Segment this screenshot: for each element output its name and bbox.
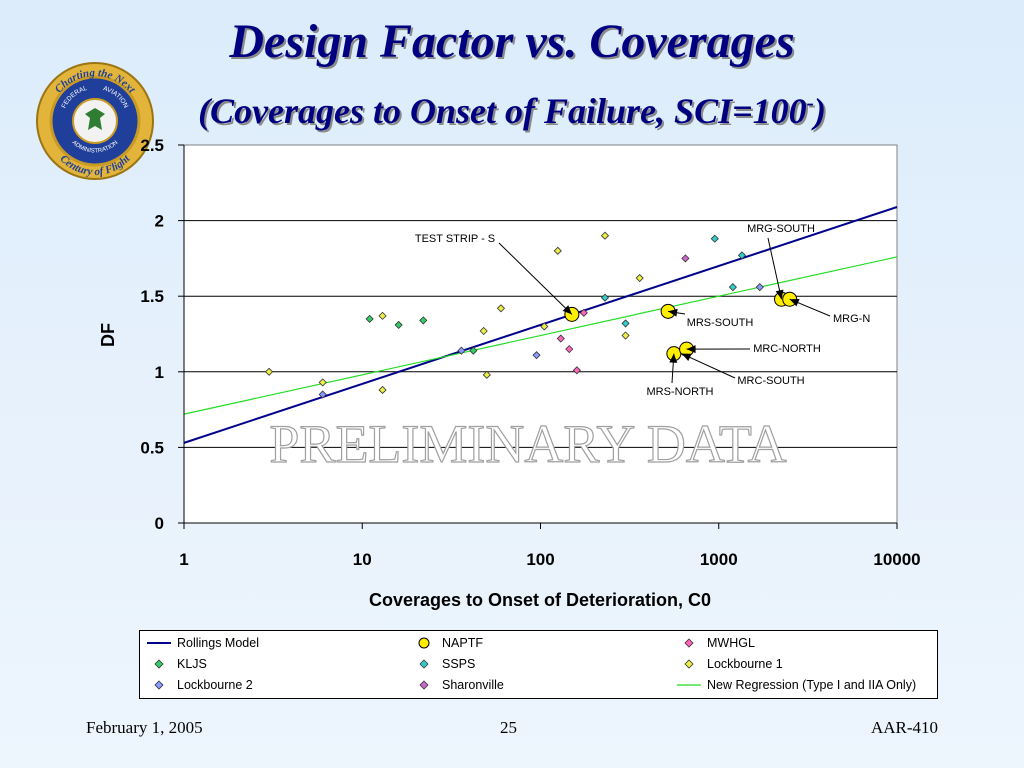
legend: Rollings Model NAPTF MWHGL KLJS SSPS Lockbour… bbox=[139, 630, 938, 699]
legend-label: Sharonville bbox=[442, 678, 504, 692]
watermark: PRELIMINARY DATA bbox=[269, 414, 786, 474]
annotation-label: MRC-SOUTH bbox=[737, 375, 804, 387]
faa-seal-logo: Charting the Next Century of Flight FEDE… bbox=[36, 62, 154, 180]
x-tick-label: 10000 bbox=[873, 550, 920, 569]
point-kljs bbox=[469, 346, 478, 355]
page-subtitle: (Coverages to Onset of Failure, SCI=100-… bbox=[0, 90, 1024, 132]
y-tick-label: 2.5 bbox=[140, 136, 164, 155]
point-sharonville bbox=[681, 254, 690, 263]
point-kljs bbox=[365, 314, 374, 323]
annotation-arrowhead bbox=[668, 308, 678, 317]
footer-office: AAR-410 bbox=[870, 718, 938, 737]
point-ssps bbox=[710, 234, 719, 243]
legend-key-lockbourne-1 bbox=[684, 659, 694, 669]
legend-label: KLJS bbox=[177, 657, 207, 671]
annotation-arrowhead bbox=[775, 289, 784, 300]
legend-key-mwhgl bbox=[684, 638, 694, 648]
point-kljs bbox=[419, 316, 428, 325]
x-tick-label: 1 bbox=[179, 550, 188, 569]
y-tick-label: 2 bbox=[155, 212, 164, 231]
annotation-label: MRG-N bbox=[833, 313, 870, 325]
legend-key-new-regression-type-i-and-iia-only bbox=[677, 684, 701, 686]
legend-label: Lockbourne 1 bbox=[707, 657, 783, 671]
point-ssps bbox=[728, 283, 737, 292]
subtitle-close: ) bbox=[813, 91, 826, 131]
x-tick-label: 10 bbox=[353, 550, 372, 569]
x-tick-label: 100 bbox=[526, 550, 554, 569]
legend-key-ssps bbox=[419, 659, 429, 669]
point-lockbourne-1 bbox=[621, 331, 630, 340]
y-tick-label: 0 bbox=[155, 514, 164, 533]
legend-key-naptf bbox=[418, 637, 430, 649]
point-lockbourne-1 bbox=[378, 385, 387, 395]
point-ssps bbox=[600, 293, 610, 302]
annotation-leader bbox=[767, 237, 783, 300]
annotation-label: TEST STRIP - S bbox=[415, 233, 495, 245]
point-ssps bbox=[621, 319, 630, 328]
y-axis-label: DF bbox=[98, 323, 118, 347]
point-lockbourne-2 bbox=[755, 283, 764, 292]
point-lockbourne-1 bbox=[635, 273, 644, 283]
line-rollings-model bbox=[183, 206, 898, 444]
annotations: TEST STRIP - S MRS-SOUTH MRS-NORTH MRC-NORT… bbox=[415, 223, 870, 398]
legend-key-rollings-model bbox=[147, 642, 171, 644]
point-mwhgl bbox=[572, 366, 581, 375]
point-lockbourne-1 bbox=[496, 304, 506, 313]
legend-key-lockbourne-2 bbox=[154, 680, 164, 690]
annotation-label: MRG-SOUTH bbox=[747, 223, 815, 235]
point-lockbourne-1 bbox=[540, 322, 549, 331]
point-lockbourne-2 bbox=[457, 346, 466, 355]
legend-key-kljs bbox=[154, 659, 164, 669]
annotation-leader bbox=[498, 242, 573, 315]
point-lockbourne-2 bbox=[532, 351, 541, 360]
legend-label: MWHGL bbox=[707, 636, 755, 650]
y-tick-label: 1 bbox=[155, 363, 164, 382]
point-lockbourne-1 bbox=[553, 246, 562, 255]
annotation-arrowhead bbox=[681, 353, 692, 362]
annotation-arrowhead bbox=[686, 345, 696, 354]
point-ssps bbox=[737, 251, 747, 260]
axes: 0 0.5 1 1.5 2 2.5 1 10 100 1000 10000 bbox=[140, 136, 920, 569]
point-lockbourne-2 bbox=[318, 390, 327, 399]
point-mwhgl bbox=[556, 334, 565, 343]
point-mwhgl bbox=[565, 345, 574, 354]
page-title: Design Factor vs. Coverages bbox=[229, 15, 795, 68]
point-lockbourne-1 bbox=[482, 370, 491, 379]
data-points bbox=[264, 231, 798, 399]
legend-label: SSPS bbox=[442, 657, 476, 671]
annotation-arrowhead bbox=[789, 298, 800, 307]
point-lockbourne-1 bbox=[378, 311, 387, 320]
y-tick-label: 1.5 bbox=[140, 287, 164, 306]
legend-label: Lockbourne 2 bbox=[177, 678, 253, 692]
annotation-label: MRC-NORTH bbox=[753, 343, 821, 355]
point-kljs bbox=[394, 320, 403, 329]
annotation-leader bbox=[681, 353, 736, 379]
annotation-arrowhead bbox=[562, 305, 572, 315]
annotation-label: MRS-SOUTH bbox=[687, 317, 754, 329]
subtitle-superscript: - bbox=[806, 90, 814, 115]
plot-area bbox=[183, 144, 898, 524]
x-tick-label: 1000 bbox=[700, 550, 738, 569]
footer-page-number: 25 bbox=[500, 718, 517, 737]
point-lockbourne-1 bbox=[600, 231, 610, 240]
point-lockbourne-1 bbox=[264, 367, 274, 376]
footer-date: February 1, 2005 bbox=[86, 718, 203, 737]
subtitle-text: (Coverages to Onset of Failure, SCI=100 bbox=[198, 91, 807, 131]
y-tick-label: 0.5 bbox=[140, 438, 164, 457]
legend-label: New Regression (Type I and IIA Only) bbox=[707, 678, 917, 692]
point-lockbourne-1 bbox=[318, 378, 327, 387]
annotation-label: MRS-NORTH bbox=[646, 386, 713, 398]
point-lockbourne-1 bbox=[479, 326, 488, 336]
annotation-arrowhead bbox=[669, 353, 678, 363]
x-axis-label: Coverages to Onset of Deterioration, C0 bbox=[369, 590, 711, 610]
legend-label: Rollings Model bbox=[177, 636, 259, 650]
legend-key-sharonville bbox=[419, 680, 429, 690]
legend-label: NAPTF bbox=[442, 636, 483, 650]
eagle-icon bbox=[85, 108, 105, 130]
point-mwhgl bbox=[579, 308, 588, 317]
